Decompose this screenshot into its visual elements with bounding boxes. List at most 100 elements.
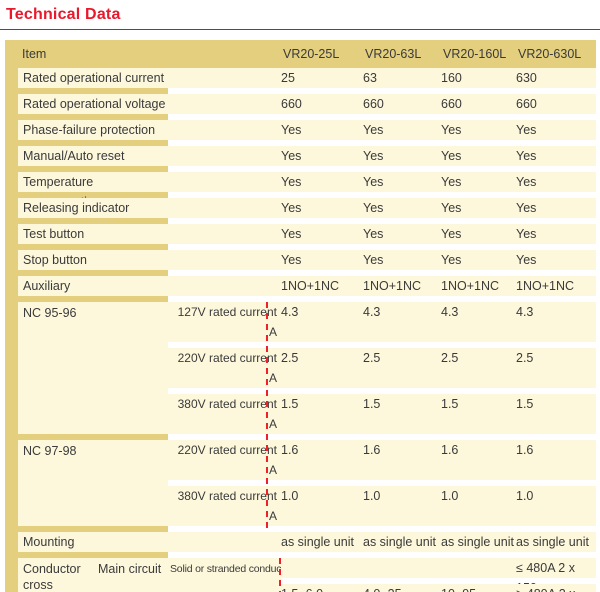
- cell-value: Yes: [441, 149, 462, 163]
- column-header-vr20-25l: VR20-25L: [283, 47, 340, 61]
- cell-value: 1.0: [363, 489, 381, 503]
- table-row: Rated operational current 25 63 160 630: [18, 68, 596, 94]
- row-label: Auxiliary: [18, 276, 168, 302]
- table-row: Temperature compensation Yes Yes Yes Yes: [18, 172, 596, 209]
- cell-value: 1NO+1NC: [516, 279, 575, 293]
- table-row: Auxiliary 1NO+1NC 1NO+1NC 1NO+1NC 1NO+1N…: [18, 276, 596, 302]
- row-label: Rated operational voltage: [18, 94, 168, 120]
- nc-sections: NC 95-96 127V rated current A 4.3 4.3 4.…: [5, 302, 596, 532]
- cell-value: 660: [441, 97, 462, 111]
- sub-label: 380V rated current A: [177, 489, 277, 523]
- row-label: Mounting: [18, 532, 168, 558]
- cell-value: 660: [363, 97, 384, 111]
- cell-value: [281, 558, 363, 578]
- subsection-main-circuit: Main circuit Solid or stranded conductor: [95, 558, 596, 592]
- section-nc-97-98: NC 97-98 220V rated current A 1.6 1.6 1.…: [18, 440, 596, 532]
- cell-value: Yes: [363, 123, 384, 137]
- cell-value: 1.0: [516, 489, 534, 503]
- cell-value: 4.3: [281, 305, 299, 319]
- section-label: Conductor cross section (mm²): [18, 558, 95, 592]
- row-label: Temperature compensation: [18, 172, 168, 209]
- cell-value: > 480A 2 x 185: [516, 584, 596, 592]
- cell-value: Yes: [281, 123, 302, 137]
- page-title: Technical Data: [6, 6, 121, 23]
- cell-value: Yes: [516, 201, 537, 215]
- cell-value: Yes: [281, 201, 302, 215]
- row-label: Releasing indicator: [18, 198, 168, 224]
- cell-value: Yes: [441, 227, 462, 241]
- cell-value: as single unit: [363, 535, 436, 549]
- cell-value: 25: [281, 71, 295, 85]
- table-row-mounting: Mounting as single unit as single unit a…: [18, 532, 596, 558]
- table-row: Test button Yes Yes Yes Yes: [18, 224, 596, 250]
- sub-label: 220V rated current A: [177, 443, 277, 477]
- cell-value: 1.5: [363, 397, 381, 411]
- row-label: Rated operational current: [18, 68, 168, 94]
- column-header-item: Item: [22, 47, 47, 61]
- cell-value: 1NO+1NC: [363, 279, 422, 293]
- section-label: NC 95-96: [18, 302, 168, 440]
- cell-value: [363, 558, 441, 578]
- sub-label: 380V rated current A: [177, 397, 277, 431]
- cell-value: Yes: [281, 149, 302, 163]
- cell-value: Yes: [516, 253, 537, 267]
- section-label: NC 97-98: [18, 440, 168, 532]
- column-header-vr20-63l: VR20-63L: [365, 47, 422, 61]
- cell-value: 1.5: [441, 397, 459, 411]
- cell-value: 1.6: [363, 443, 381, 457]
- sub-label: 127V rated current A: [177, 305, 277, 339]
- cell-value: 4.3: [363, 305, 381, 319]
- cell-value: 1.0: [441, 489, 459, 503]
- cell-value: 1.5: [281, 397, 299, 411]
- column-header-vr20-630l: VR20-630L: [518, 47, 582, 61]
- cell-value: 660: [516, 97, 537, 111]
- cell-value: 1.6: [516, 443, 534, 457]
- cell-value: 1.5~6.0: [281, 584, 363, 592]
- section-conductor-cross-section: Conductor cross section (mm²) Main circu…: [18, 558, 596, 592]
- cell-value: 2.5: [281, 351, 299, 365]
- cell-value: Yes: [363, 227, 384, 241]
- cell-value: ≤ 480A 2 x 150: [516, 561, 575, 592]
- cell-value: as single unit: [441, 535, 514, 549]
- column-header-vr20-160l: VR20-160L: [443, 47, 507, 61]
- title-rule: [0, 29, 600, 30]
- cell-value: 1.0: [281, 489, 299, 503]
- cell-value: Yes: [281, 227, 302, 241]
- cell-value: 2.5: [363, 351, 381, 365]
- row-label: Phase-failure protection: [18, 120, 168, 146]
- table-row: Manual/Auto reset Yes Yes Yes Yes: [18, 146, 596, 172]
- row-label: Test button: [18, 224, 168, 250]
- cell-value: 160: [441, 71, 462, 85]
- red-dashed-divider: [279, 558, 281, 592]
- cell-value: Yes: [516, 149, 537, 163]
- row-label: Manual/Auto reset: [18, 146, 168, 172]
- cell-value: Yes: [516, 123, 537, 137]
- cell-value: 1.6: [441, 443, 459, 457]
- cell-value: 660: [281, 97, 302, 111]
- table-row: Releasing indicator Yes Yes Yes Yes: [18, 198, 596, 224]
- cell-value: 1NO+1NC: [441, 279, 500, 293]
- cell-value: 1.6: [281, 443, 299, 457]
- cell-value: Yes: [363, 201, 384, 215]
- cell-value: 1.5: [516, 397, 534, 411]
- cell-value: 4.3: [516, 305, 534, 319]
- cell-value: 1NO+1NC: [281, 279, 340, 293]
- cell-value: Yes: [281, 253, 302, 267]
- table-row: Phase-failure protection Yes Yes Yes Yes: [18, 120, 596, 146]
- table-header-row: Item VR20-25L VR20-63L VR20-160L VR20-63…: [5, 40, 596, 68]
- cell-value: 4.0~25: [363, 584, 441, 592]
- sub-label: Solid or stranded conductor: [168, 558, 293, 592]
- technical-data-table: Item VR20-25L VR20-63L VR20-160L VR20-63…: [5, 40, 596, 592]
- cell-value: Yes: [441, 175, 462, 189]
- table-row: Stop button Yes Yes Yes Yes: [18, 250, 596, 276]
- cell-value: Yes: [363, 175, 384, 189]
- sub-label: 220V rated current A: [177, 351, 277, 385]
- table-row: Rated operational voltage 660 660 660 66…: [18, 94, 596, 120]
- cell-value: as single unit: [516, 535, 589, 549]
- circuit-label: Main circuit: [95, 558, 168, 592]
- cell-value: 63: [363, 71, 377, 85]
- cell-value: 2.5: [516, 351, 534, 365]
- cell-value: Yes: [363, 149, 384, 163]
- cell-value: as single unit: [281, 535, 354, 549]
